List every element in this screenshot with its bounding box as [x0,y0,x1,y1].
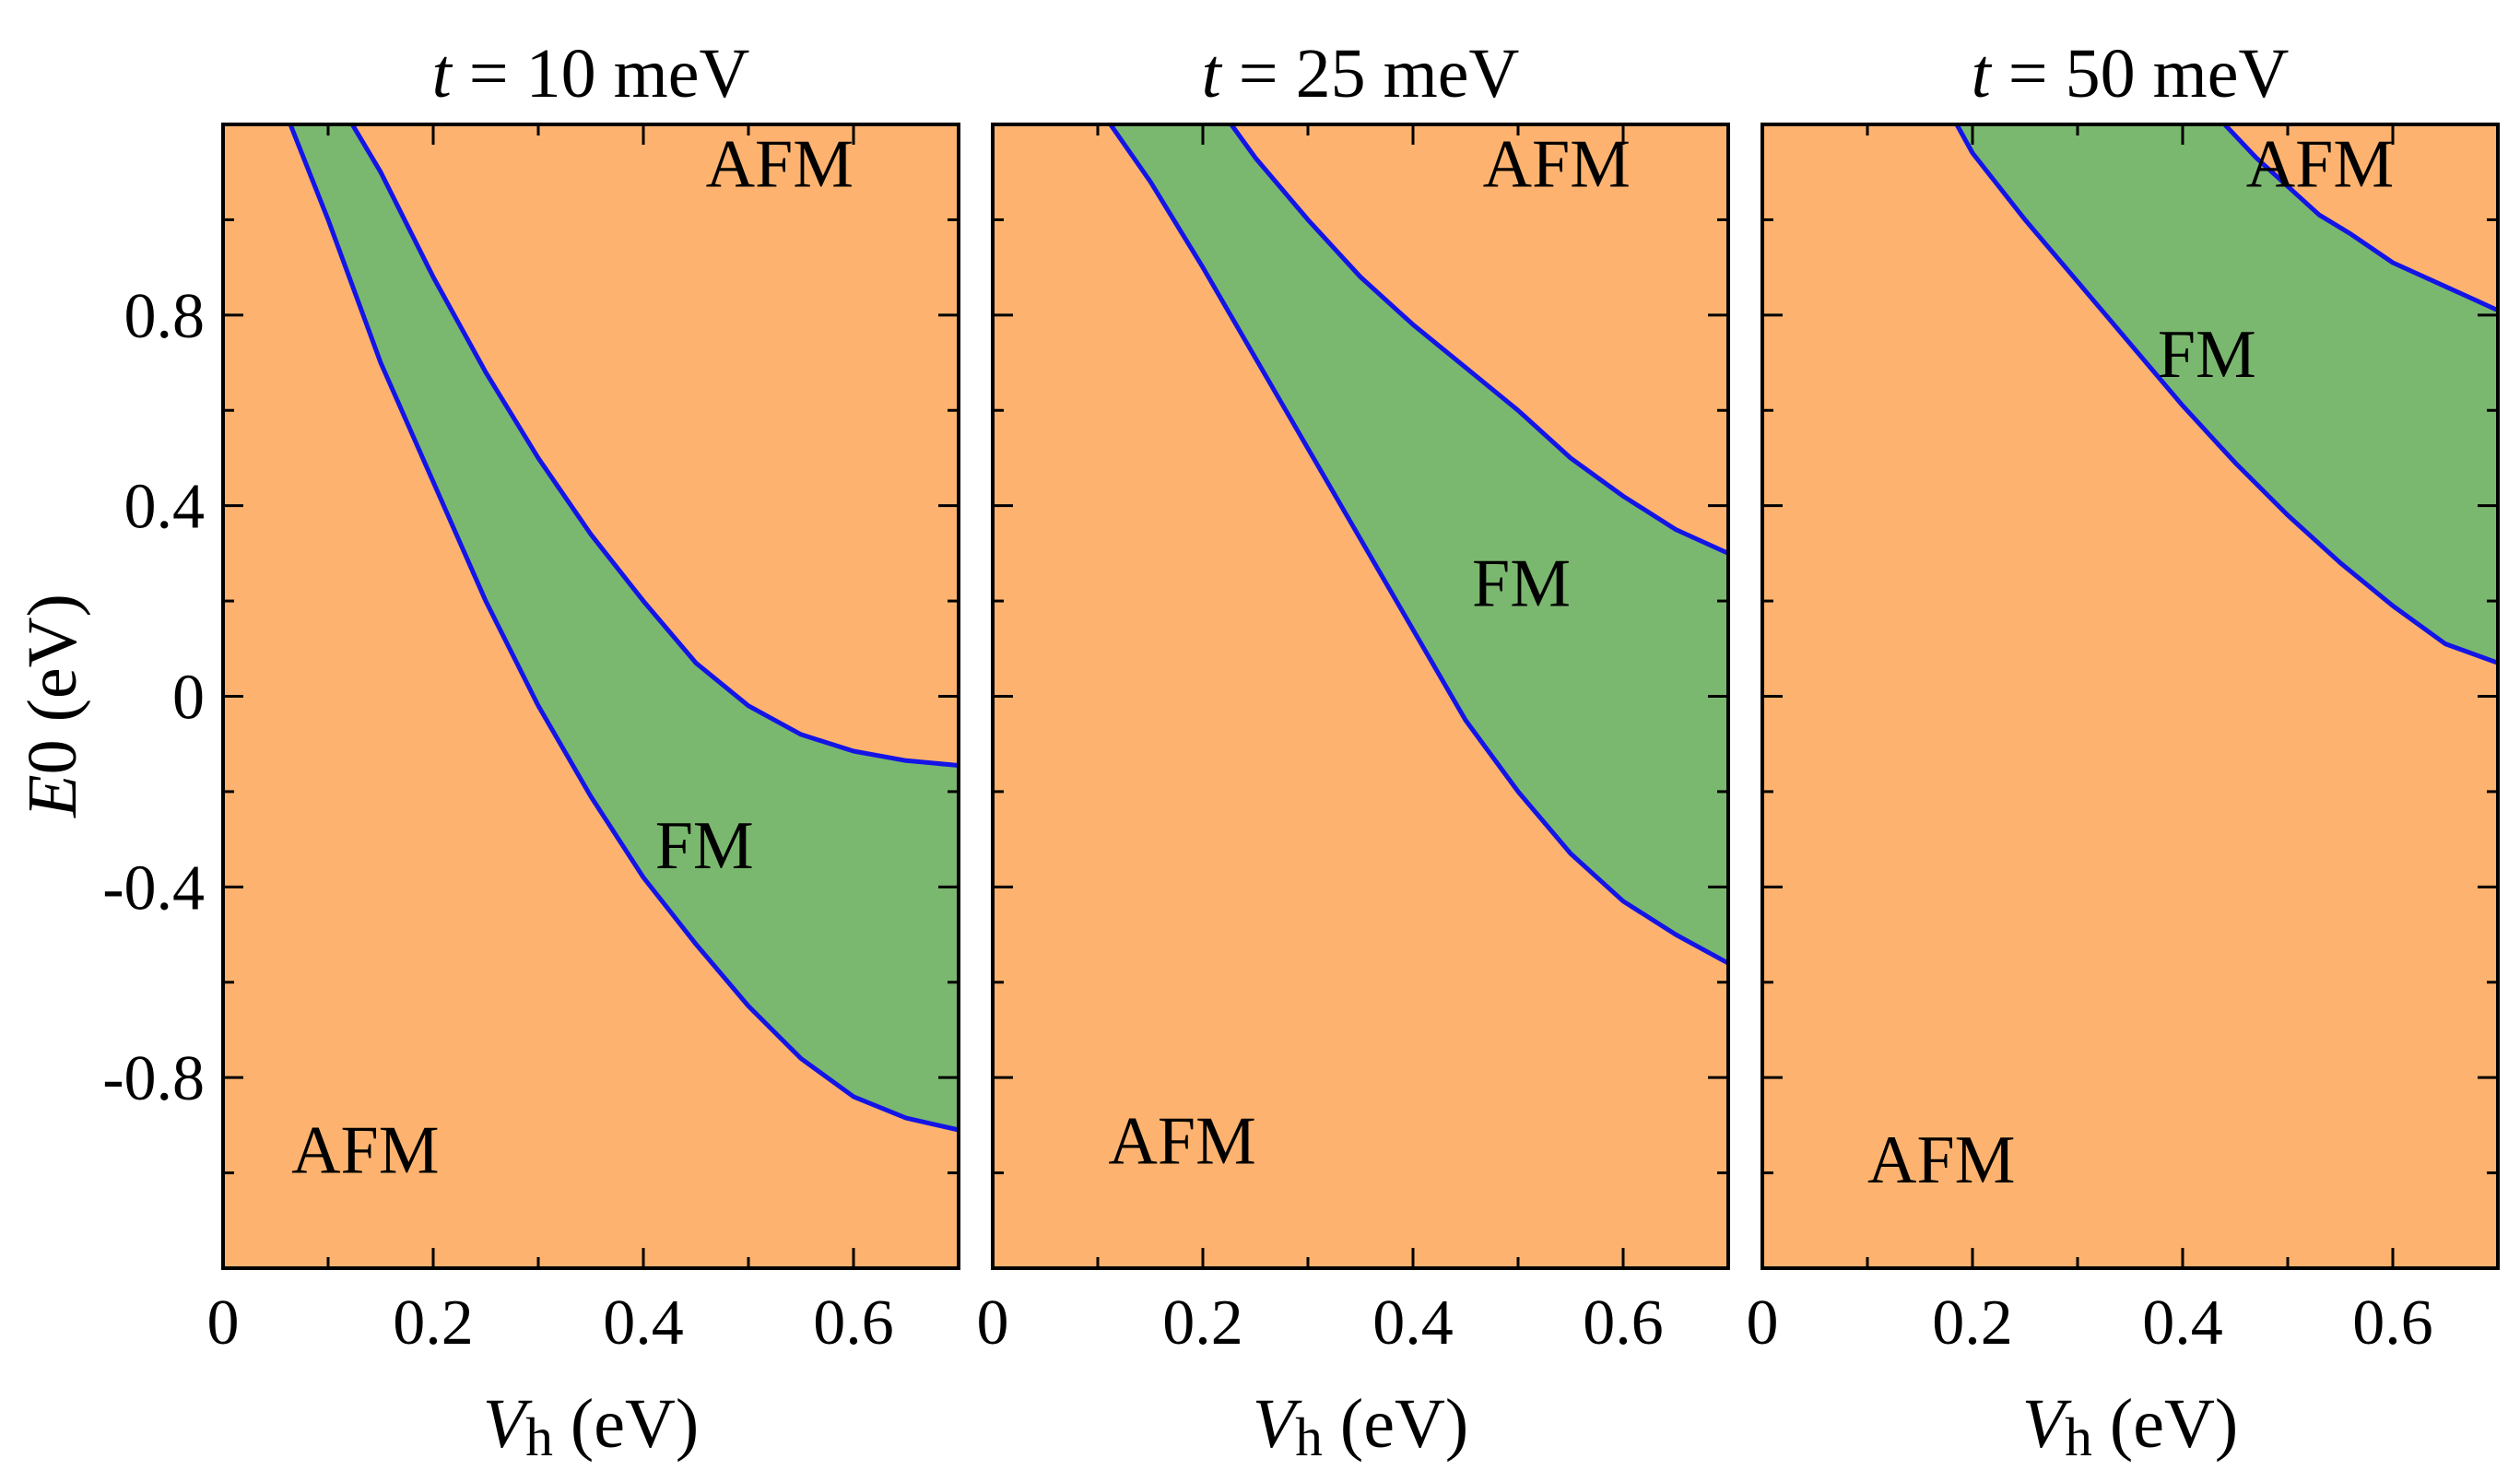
x-axis-label: Vh (eV) [483,1385,699,1467]
upper-phase-boundary [2222,124,2498,312]
panel-title: t = 25 meV [1202,35,1520,112]
x-label-variable: V [1253,1385,1302,1463]
fm-region [1956,124,2498,664]
x-tick-label: 0.2 [1162,1288,1243,1358]
y-tick-label: 0.8 [124,281,206,352]
region-label-afm: AFM [2246,126,2394,202]
x-tick-label: 0 [1747,1288,1779,1358]
region-label-fm: FM [1472,546,1571,621]
x-tick-label: 0 [977,1288,1009,1358]
x-tick-label: 0 [207,1288,240,1358]
region-label-afm: AFM [1867,1123,2015,1198]
phase-panel-1: 0 0.2 0.4 0.6 0.8 0.4 0 -0.4 -0.8 AFM FM AFM t = 10 … [102,35,960,1467]
title-value: = 25 meV [1221,35,1520,112]
y-tick-label: 0 [172,663,205,734]
region-label-afm: AFM [1108,1103,1255,1179]
x-axis-label: Vh (eV) [2022,1385,2238,1467]
region-label-afm: AFM [706,126,854,202]
y-tick-label: 0.4 [124,472,206,543]
region-label-fm: FM [2158,317,2256,393]
y-tick-label: -0.8 [102,1043,205,1114]
title-variable: t [432,35,453,112]
title-value: = 50 meV [1991,35,2290,112]
lower-phase-boundary [1108,124,1728,966]
x-tick-label: 0.2 [393,1288,474,1358]
x-label-subscript: h [2065,1406,2092,1467]
x-tick-label: 0.4 [603,1288,684,1358]
region-label-afm: AFM [1483,126,1631,202]
x-label-unit: (eV) [1323,1385,1468,1463]
region-label-afm: AFM [291,1113,439,1189]
y-label-variable: E [14,774,91,817]
panel-title: t = 50 meV [1972,35,2290,112]
title-variable: t [1202,35,1223,112]
fm-region [1110,124,1728,964]
x-tick-label: 0.4 [2142,1288,2223,1358]
title-variable: t [1972,35,1993,112]
title-value: = 10 meV [452,35,750,112]
x-label-variable: V [483,1385,533,1463]
x-label-subscript: h [525,1406,553,1467]
phase-panel-2: 0 0.2 0.4 0.6 AFM FM AFM t = 25 meV Vh (eV) [977,35,1730,1467]
lower-phase-boundary [1954,124,2498,665]
x-tick-label: 0.4 [1372,1288,1454,1358]
region-label-fm: FM [655,808,754,884]
x-label-subscript: h [1295,1406,1323,1467]
lower-phase-boundary [288,124,959,1133]
upper-phase-boundary [1229,124,1728,556]
y-tick-label: -0.4 [102,853,205,923]
panel-title: t = 10 meV [432,35,750,112]
phase-panel-3: 0 0.2 0.4 0.6 AFM FM AFM t = 50 meV Vh (eV) [1747,35,2500,1467]
x-tick-label: 0.6 [1583,1288,1664,1358]
fm-region [290,124,959,1130]
y-label-subscript: 0 [14,739,91,774]
x-label-unit: (eV) [553,1385,699,1463]
x-axis-label: Vh (eV) [1253,1385,1468,1467]
x-label-variable: V [2022,1385,2072,1463]
y-label-unit: (eV) [14,594,91,739]
y-axis-label: E0 (eV) [14,594,91,818]
upper-phase-boundary [350,124,959,768]
x-label-unit: (eV) [2092,1385,2238,1463]
x-tick-label: 0.6 [2352,1288,2433,1358]
x-tick-label: 0.6 [813,1288,894,1358]
x-tick-label: 0.2 [1932,1288,2013,1358]
